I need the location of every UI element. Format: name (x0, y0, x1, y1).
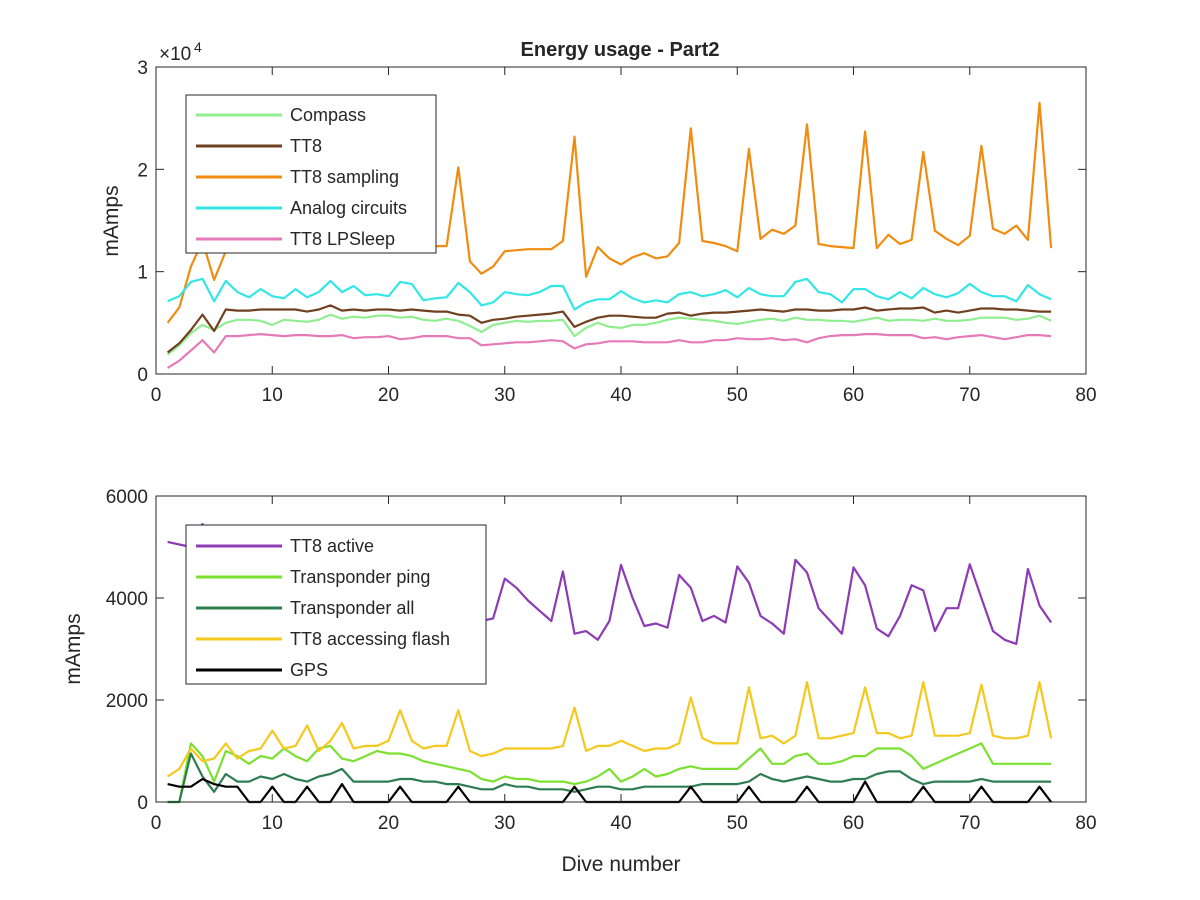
top-x-tick-label: 80 (1075, 385, 1096, 406)
top-x-tick-label: 0 (151, 385, 162, 406)
bottom-x-tick-label: 20 (378, 813, 399, 834)
top-legend-label-3: Analog circuits (290, 198, 407, 218)
top-legend-label-2: TT8 sampling (290, 167, 399, 187)
top-series-line-0 (166, 313, 1052, 356)
top-x-tick-label: 70 (959, 385, 980, 406)
bottom-y-tick-label: 4000 (106, 589, 148, 610)
bottom-y-axis-label: mAmps (62, 613, 85, 684)
top-y-tick-label: 0 (137, 365, 148, 386)
bottom-y-tick-label: 2000 (106, 691, 148, 712)
top-y-exponent: ×10 4 (159, 39, 202, 65)
bottom-legend-box (185, 524, 487, 685)
bottom-x-ticks: 0 10 20 30 40 50 60 70 80 (151, 496, 1097, 834)
top-x-tick-label: 40 (610, 385, 631, 406)
bottom-legend-label-2: Transponder all (290, 598, 414, 618)
bottom-legend-label-1: Transponder ping (290, 567, 430, 587)
bottom-series-lines (167, 522, 1053, 804)
energy-top-plot: Energy usage - Part2 0 10 20 30 40 50 60 70 80 0… (100, 39, 1097, 406)
top-y-tick-label: 3 (137, 58, 148, 79)
bottom-x-tick-label: 30 (494, 813, 515, 834)
top-legend-box (185, 94, 437, 254)
bottom-legend: TT8 active Transponder ping Transponder al… (185, 524, 487, 685)
top-x-tick-label: 30 (494, 385, 515, 406)
bottom-y-ticks: 0 2000 4000 6000 (106, 487, 1086, 814)
top-legend-label-4: TT8 LPSleep (290, 229, 395, 249)
top-series-lines (166, 101, 1053, 369)
top-y-tick-label: 2 (137, 160, 148, 181)
top-y-exponent-power: 4 (194, 39, 202, 55)
bottom-x-tick-label: 10 (262, 813, 283, 834)
bottom-x-tick-label: 50 (727, 813, 748, 834)
bottom-x-tick-label: 40 (610, 813, 631, 834)
bottom-x-tick-label: 0 (151, 813, 162, 834)
top-y-ticks: 0 1 2 3 (137, 58, 1086, 386)
bottom-series-line-1 (167, 742, 1052, 804)
top-series-line-3 (167, 277, 1052, 311)
top-x-tick-label: 20 (378, 385, 399, 406)
top-legend-label-0: Compass (290, 105, 366, 125)
energy-bottom-plot: 0 10 20 30 40 50 60 70 80 0 2000 4000 6000 Dive num… (62, 487, 1097, 876)
bottom-x-tick-label: 70 (959, 813, 980, 834)
bottom-legend-label-4: GPS (290, 660, 328, 680)
top-x-tick-label: 10 (262, 385, 283, 406)
top-x-tick-label: 50 (727, 385, 748, 406)
bottom-x-tick-label: 60 (843, 813, 864, 834)
bottom-legend-label-3: TT8 accessing flash (290, 629, 450, 649)
bottom-series-line-3 (167, 680, 1053, 778)
top-y-tick-label: 1 (137, 263, 148, 284)
top-x-ticks: 0 10 20 30 40 50 60 70 80 (151, 67, 1097, 406)
top-x-tick-label: 60 (843, 385, 864, 406)
top-y-exponent-base: ×10 (159, 44, 191, 65)
bottom-x-axis-label: Dive number (561, 853, 680, 876)
bottom-legend-label-0: TT8 active (290, 536, 374, 556)
bottom-x-tick-label: 80 (1075, 813, 1096, 834)
top-legend-label-1: TT8 (290, 136, 322, 156)
bottom-y-tick-label: 6000 (106, 487, 148, 508)
top-legend: Compass TT8 TT8 sampling Analog circuits TT8… (185, 94, 437, 254)
top-series-line-4 (167, 333, 1052, 369)
bottom-series-line-2 (167, 752, 1052, 804)
bottom-y-tick-label: 0 (137, 793, 148, 814)
top-series-line-1 (166, 304, 1052, 354)
chart-title: Energy usage - Part2 (521, 39, 720, 61)
top-y-axis-label: mAmps (100, 185, 123, 256)
